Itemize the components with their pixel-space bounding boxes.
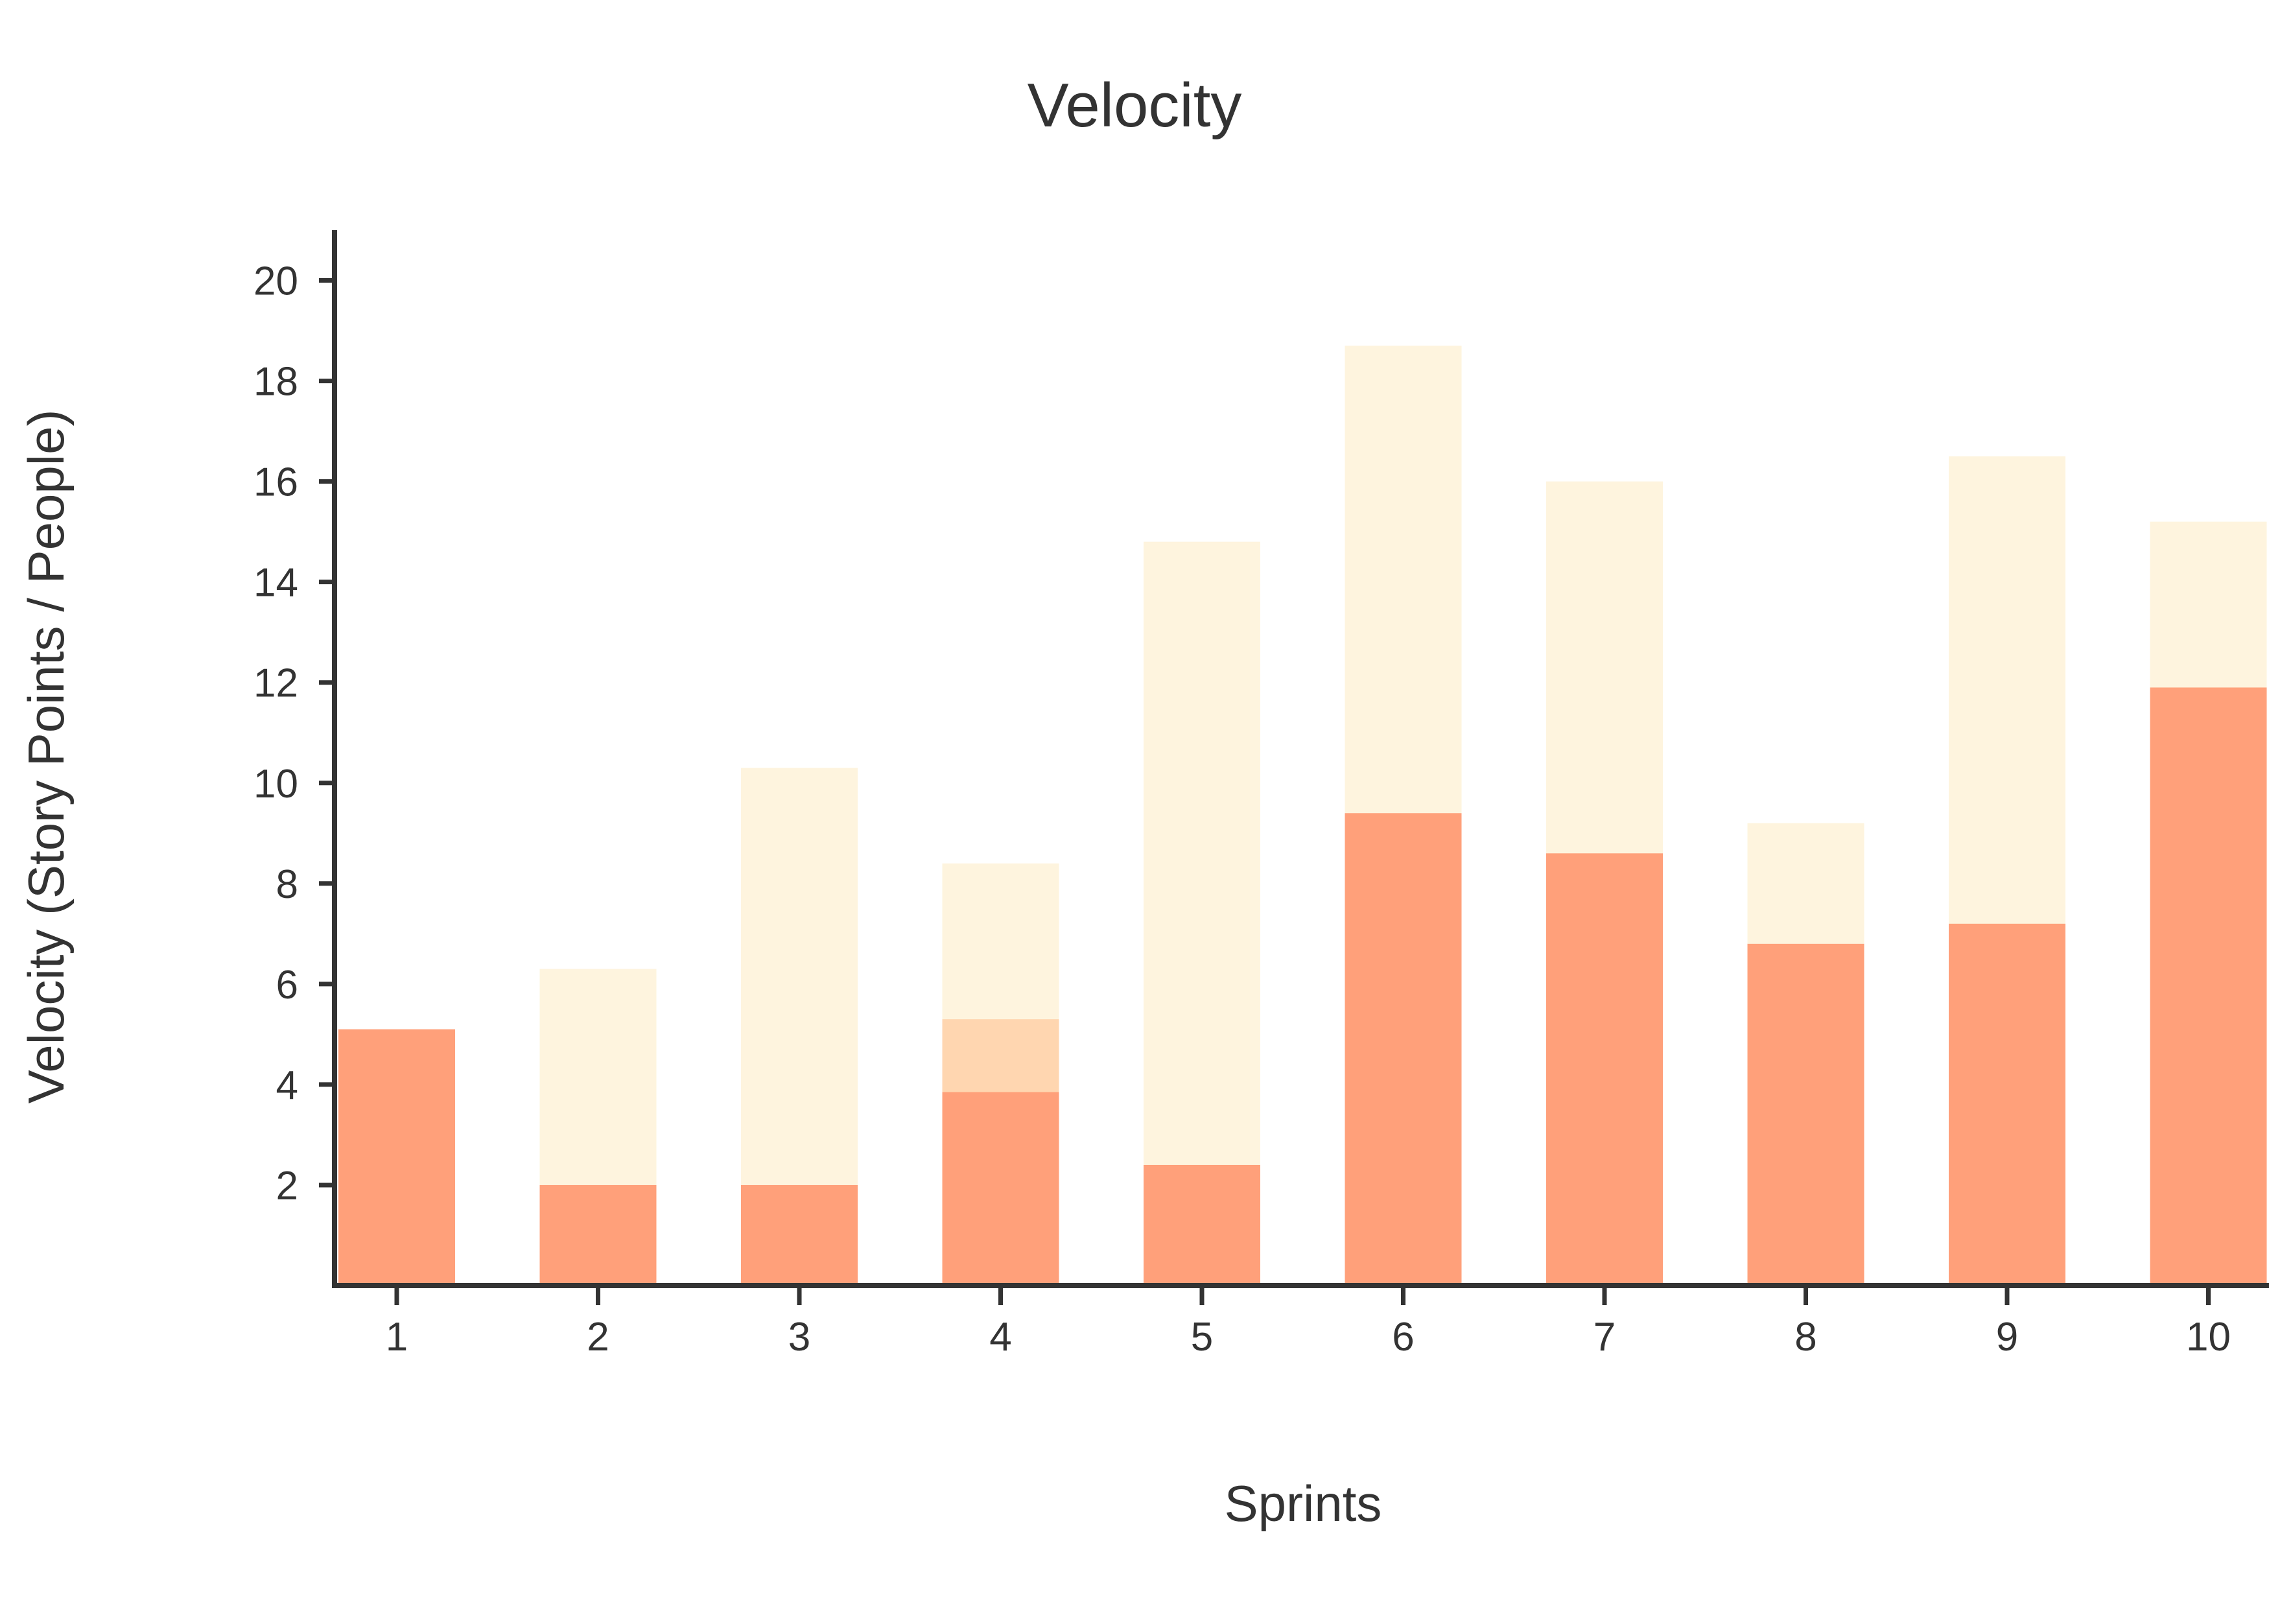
bar-s3-sprint-10 (2150, 687, 2267, 1286)
bar-s3-sprint-4 (942, 1092, 1059, 1286)
bars-layer (338, 346, 2267, 1286)
x-axis-label: Sprints (1225, 1475, 1382, 1532)
x-tick-label-10: 10 (2186, 1315, 2231, 1359)
x-tick-label-2: 2 (587, 1315, 609, 1359)
x-tick-label-4: 4 (989, 1315, 1011, 1359)
x-tick-label-3: 3 (788, 1315, 810, 1359)
x-tick-label-6: 6 (1392, 1315, 1414, 1359)
y-tick-label-18: 18 (253, 360, 298, 405)
bar-s3-sprint-7 (1546, 853, 1663, 1286)
y-tick-label-2: 2 (276, 1164, 298, 1208)
x-tick-label-9: 9 (1996, 1315, 2018, 1359)
bar-s1-sprint-5 (1144, 541, 1260, 1286)
y-tick-label-20: 20 (253, 259, 298, 304)
y-axis-label: Velocity (Story Points / People) (18, 410, 75, 1104)
x-tick-label-8: 8 (1794, 1315, 1816, 1359)
bar-s3-sprint-1 (338, 1029, 455, 1286)
bar-s3-sprint-6 (1345, 813, 1462, 1286)
axes-layer (332, 230, 2269, 1288)
y-tick-label-8: 8 (276, 862, 298, 907)
y-tick-label-4: 4 (276, 1063, 298, 1108)
x-tick-label-7: 7 (1593, 1315, 1616, 1359)
bar-s3-sprint-9 (1949, 923, 2065, 1286)
y-tick-label-10: 10 (253, 762, 298, 806)
x-tick-label-1: 1 (386, 1315, 408, 1359)
y-tick-label-14: 14 (253, 561, 298, 606)
y-tick-label-16: 16 (253, 460, 298, 505)
bar-s3-sprint-5 (1144, 1164, 1260, 1286)
y-tick-label-12: 12 (253, 661, 298, 706)
bar-s3-sprint-2 (539, 1184, 657, 1286)
x-tick-label-5: 5 (1191, 1315, 1213, 1359)
chart-title: Velocity (1028, 71, 1242, 140)
y-tick-label-6: 6 (276, 963, 298, 1007)
bar-s3-sprint-8 (1747, 943, 1864, 1286)
bar-s3-sprint-3 (741, 1184, 858, 1286)
